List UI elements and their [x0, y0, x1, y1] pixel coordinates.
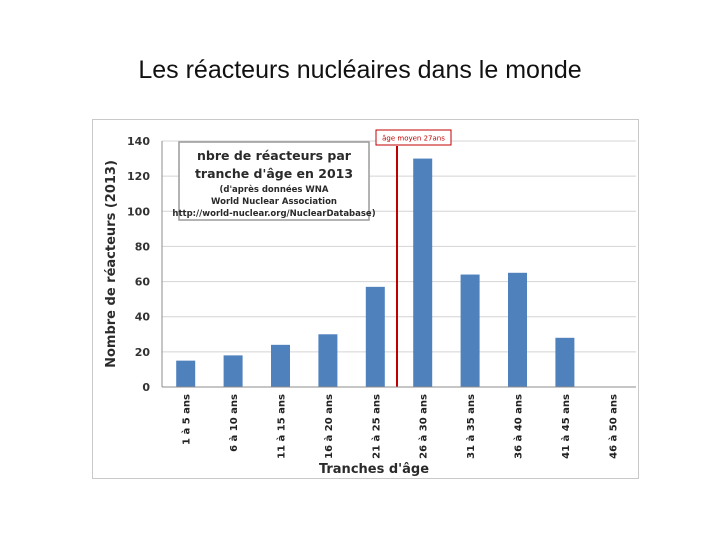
annotation-line: tranche d'âge en 2013 — [195, 166, 353, 181]
x-tick-label: 11 à 15 ans — [276, 394, 288, 459]
y-tick-label: 80 — [135, 240, 151, 253]
y-axis-title: Nombre de réacteurs (2013) — [104, 160, 119, 368]
x-tick-label: 21 à 25 ans — [370, 394, 382, 459]
annotation-line: (d'après données WNA — [219, 184, 328, 195]
x-axis-title: Tranches d'âge — [319, 462, 429, 477]
bar — [555, 337, 575, 387]
x-tick-label: 26 à 30 ans — [418, 394, 430, 459]
annotation-line: http://world-nuclear.org/NuclearDatabase… — [172, 209, 375, 219]
bar — [413, 158, 433, 387]
y-tick-label: 40 — [135, 311, 151, 324]
mean-age-label: âge moyen 27ans — [382, 135, 445, 143]
x-tick-label: 36 à 40 ans — [513, 394, 525, 459]
y-axis-ticks: 0 20 40 60 80 100 120 140 — [127, 135, 150, 394]
mean-age-marker: âge moyen 27ans — [375, 129, 452, 387]
y-tick-label: 100 — [127, 205, 150, 218]
y-tick-label: 120 — [127, 170, 150, 183]
bar — [223, 355, 243, 387]
bars — [176, 158, 575, 387]
y-tick-label: 60 — [135, 276, 151, 289]
x-tick-label: 1 à 5 ans — [181, 394, 193, 445]
annotation-box: nbre de réacteurs par tranche d'âge en 20… — [172, 141, 376, 221]
x-tick-label: 46 à 50 ans — [607, 394, 619, 459]
bar — [508, 272, 527, 387]
chart-frame: 0 20 40 60 80 100 120 140 âge moyen 27ans 1 à 5… — [92, 119, 639, 479]
y-tick-label: 140 — [127, 135, 150, 148]
y-tick-label: 20 — [135, 346, 151, 359]
mean-age-label-box — [375, 129, 452, 146]
axes — [161, 141, 636, 388]
x-tick-label: 41 à 45 ans — [560, 394, 572, 459]
bar-chart: 0 20 40 60 80 100 120 140 âge moyen 27ans 1 à 5… — [104, 129, 636, 477]
bar — [318, 334, 338, 387]
annotation-line: World Nuclear Association — [211, 197, 337, 207]
annotation-line: nbre de réacteurs par — [197, 148, 352, 163]
bar — [365, 286, 385, 387]
bar — [271, 344, 290, 387]
y-tick-label: 0 — [142, 381, 150, 394]
bar — [460, 274, 480, 387]
x-tick-label: 16 à 20 ans — [323, 394, 335, 459]
x-tick-label: 31 à 35 ans — [465, 394, 477, 459]
x-axis-categories: 1 à 5 ans 6 à 10 ans 11 à 15 ans 16 à 20 an… — [181, 394, 620, 459]
x-tick-label: 6 à 10 ans — [228, 394, 240, 452]
slide-title: Les réacteurs nucléaires dans le monde — [138, 56, 582, 84]
annotation-border — [178, 141, 370, 221]
bar — [176, 360, 196, 387]
